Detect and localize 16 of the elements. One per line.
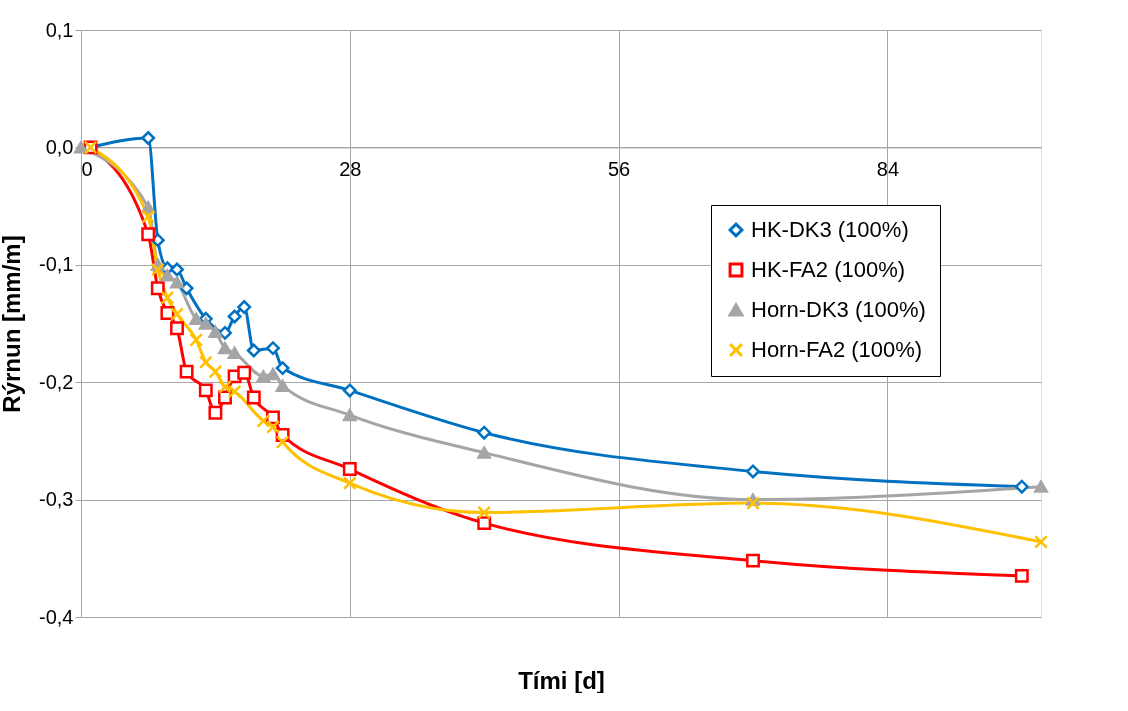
y-tick-label: 0,0 bbox=[45, 135, 74, 158]
x-axis-title: Tími [d] bbox=[518, 666, 605, 694]
legend-label: HK-FA2 (100%) bbox=[751, 257, 906, 282]
legend-label: Horn-FA2 (100%) bbox=[751, 337, 923, 362]
y-tick-label: -0,2 bbox=[39, 370, 74, 393]
y-axis-title: Rýrnun [mm/m] bbox=[0, 235, 26, 413]
x-tick-label: 56 bbox=[607, 157, 631, 180]
y-tick-label: 0,1 bbox=[45, 18, 74, 41]
x-tick-label: 28 bbox=[339, 157, 362, 180]
legend-label: HK-DK3 (100%) bbox=[751, 217, 909, 242]
y-tick-label: -0,1 bbox=[39, 253, 74, 276]
y-tick-label: -0,3 bbox=[39, 488, 74, 511]
legend-label: Horn-DK3 (100%) bbox=[751, 297, 926, 322]
y-tick-label: -0,4 bbox=[39, 605, 74, 628]
x-tick-label: 0 bbox=[81, 157, 93, 180]
x-tick-label: 84 bbox=[876, 157, 900, 180]
